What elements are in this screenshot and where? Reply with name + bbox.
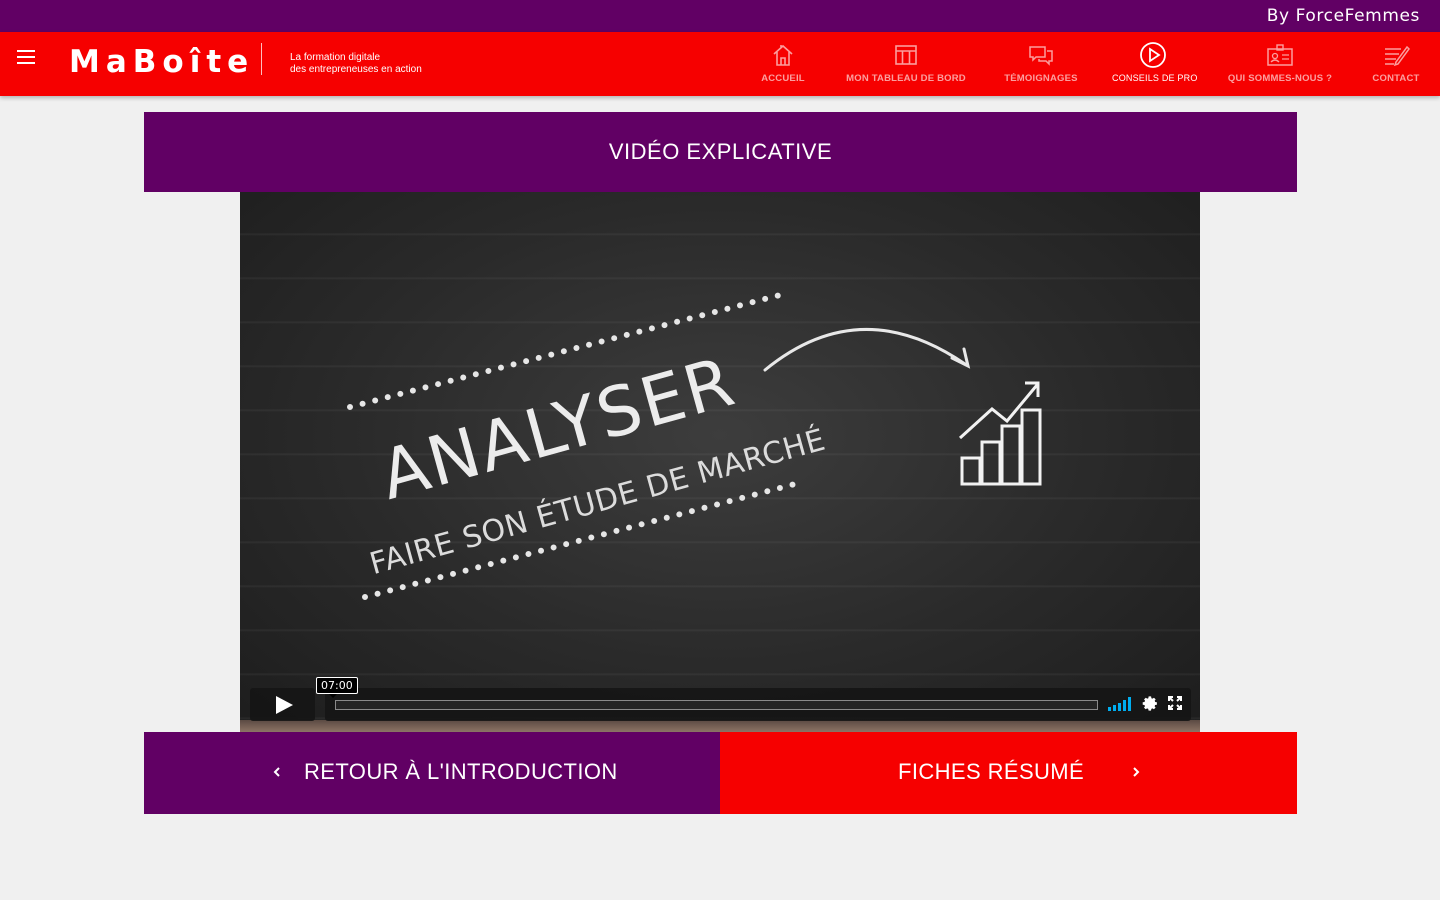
chalkboard-illustration: ANALYSER FAIRE SON ÉTUDE DE MARCHÉ xyxy=(347,292,1042,600)
play-button[interactable] xyxy=(250,688,315,721)
chevron-left-icon xyxy=(273,767,280,777)
back-to-introduction-button[interactable]: RETOUR À L'INTRODUCTION xyxy=(144,732,720,814)
id-card-icon xyxy=(1267,44,1293,66)
chevron-right-icon xyxy=(1133,767,1140,777)
play-circle-icon xyxy=(1140,42,1166,68)
fullscreen-icon[interactable] xyxy=(1168,696,1182,710)
tagline-line-2: des entrepreneuses en action xyxy=(290,64,422,75)
progress-bar[interactable] xyxy=(335,700,1098,710)
tagline: La formation digitale des entrepreneuses… xyxy=(290,52,422,76)
tagline-line-1: La formation digitale xyxy=(290,52,381,63)
home-icon xyxy=(773,44,793,66)
logo-divider xyxy=(261,43,262,75)
fiches-resume-button[interactable]: FICHES RÉSUMÉ xyxy=(720,732,1297,814)
nav-label-contact: CONTACT xyxy=(1372,73,1420,84)
site-logo[interactable]: MaBoîte xyxy=(69,44,255,80)
play-icon xyxy=(276,696,293,714)
next-button-label: FICHES RÉSUMÉ xyxy=(898,759,1085,784)
nav-label-temoignages: TÉMOIGNAGES xyxy=(1004,73,1078,84)
nav-item-accueil[interactable]: ACCUEIL xyxy=(755,41,811,91)
nav-label-conseils-de-pro: CONSEILS DE PRO xyxy=(1112,73,1198,83)
section-title: VIDÉO EXPLICATIVE xyxy=(144,112,1297,192)
by-forcefemmes-link[interactable]: By ForceFemmes xyxy=(1266,6,1420,26)
video-player[interactable]: ANALYSER FAIRE SON ÉTUDE DE MARCHÉ 07:00 xyxy=(240,192,1200,732)
chalkboard-ledge xyxy=(240,720,1200,732)
hamburger-menu-icon[interactable] xyxy=(17,50,35,64)
nav-label-qui-sommes-nous: QUI SOMMES-NOUS ? xyxy=(1227,73,1333,84)
nav-label-tableau-de-bord: MON TABLEAU DE BORD xyxy=(846,73,966,84)
chat-bubbles-icon xyxy=(1029,46,1053,66)
top-strip: By ForceFemmes xyxy=(0,0,1440,32)
volume-icon[interactable] xyxy=(1108,697,1134,711)
back-button-label: RETOUR À L'INTRODUCTION xyxy=(304,759,618,784)
pen-note-icon xyxy=(1385,45,1410,67)
main-header: MaBoîte La formation digitale des entrep… xyxy=(0,32,1440,96)
nav-item-temoignages[interactable]: TÉMOIGNAGES xyxy=(1001,41,1081,91)
duration-tooltip: 07:00 xyxy=(316,677,358,698)
growth-chart-icon xyxy=(958,381,1042,486)
nav-item-qui-sommes-nous[interactable]: QUI SOMMES-NOUS ? xyxy=(1225,41,1335,91)
video-controls: 07:00 xyxy=(240,677,1200,722)
grid-icon xyxy=(895,45,917,65)
nav-label-accueil: ACCUEIL xyxy=(761,73,805,84)
nav-item-tableau-de-bord[interactable]: MON TABLEAU DE BORD xyxy=(845,41,967,91)
nav-item-contact[interactable]: CONTACT xyxy=(1368,41,1424,91)
nav-item-conseils-de-pro[interactable]: CONSEILS DE PRO xyxy=(1112,41,1198,91)
settings-gear-icon[interactable] xyxy=(1142,695,1159,712)
